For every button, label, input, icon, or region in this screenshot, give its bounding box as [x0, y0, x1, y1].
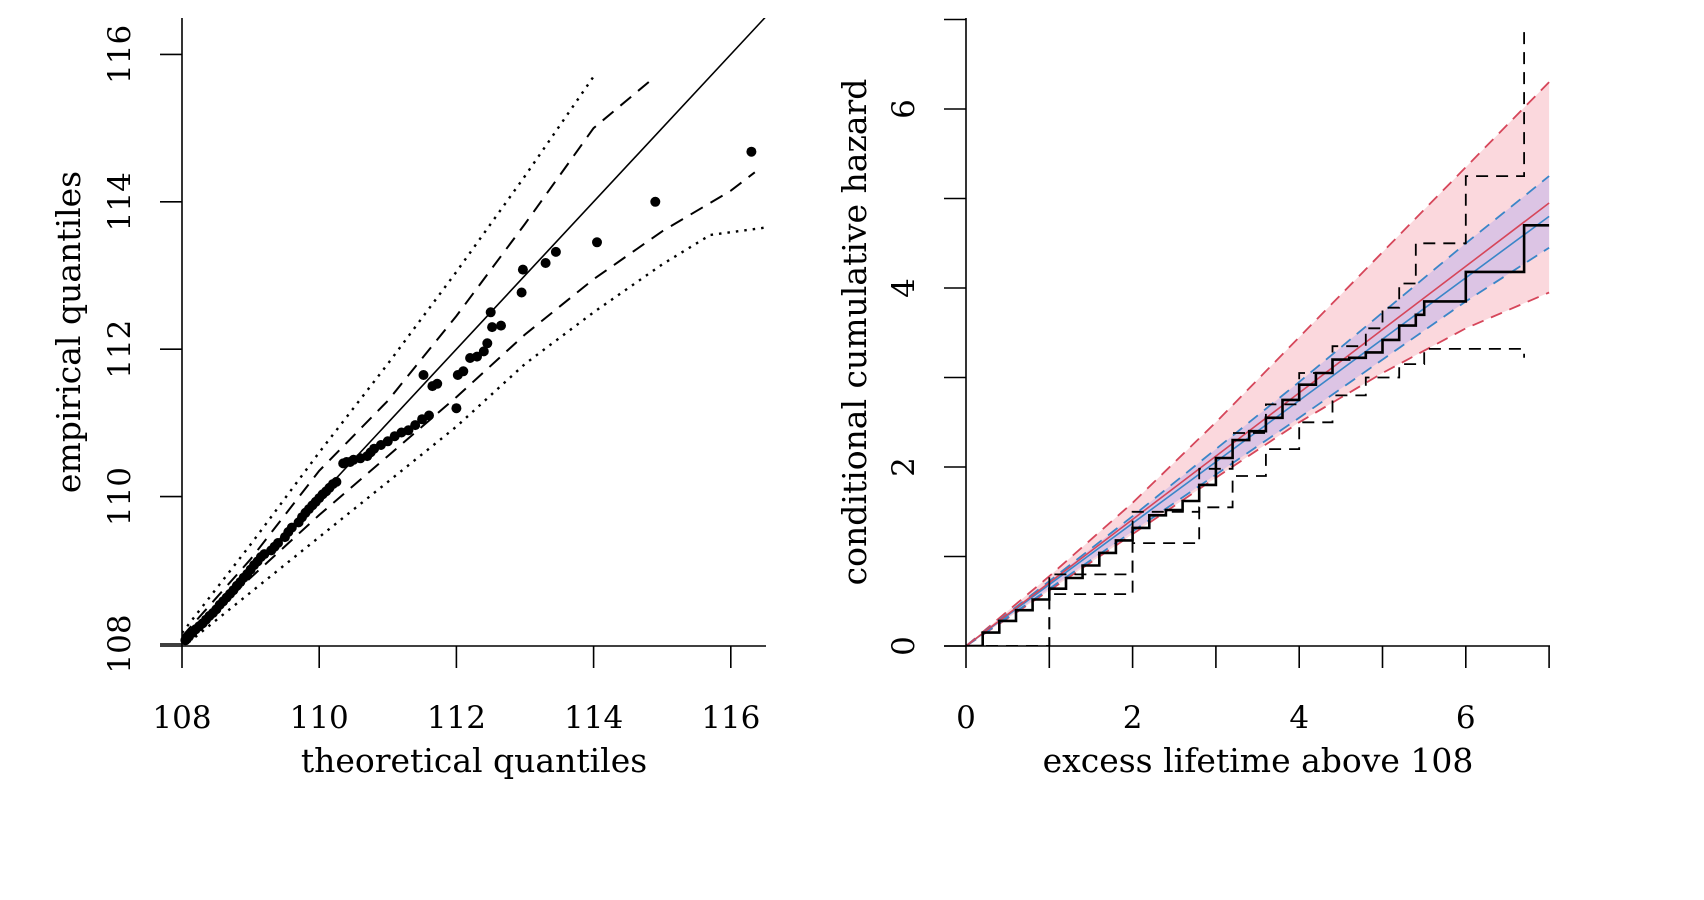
qq-dashed-upper-band: [182, 75, 656, 638]
qq-point: [424, 410, 434, 421]
qq-point: [540, 258, 551, 268]
hazard-y-ticks: 0 2 4 6: [886, 18, 966, 656]
hazard-bands: [966, 82, 1550, 646]
hazard-blue-lower: [966, 246, 1550, 646]
qq-y-axis-title: empirical quantiles: [49, 171, 88, 493]
hazard-red-lower: [966, 291, 1550, 646]
qq-point: [485, 307, 496, 318]
qq-dotted-upper-band: [182, 75, 595, 634]
qq-plot-panel: 108 110 112 114 116 108 110 112 114 116 theoreti…: [49, 18, 766, 780]
qq-point: [517, 264, 528, 275]
hazard-blue-upper: [966, 175, 1550, 646]
qq-point: [496, 320, 506, 331]
qq-point: [331, 476, 342, 487]
qq-x-tick-label: 110: [290, 700, 349, 736]
qq-points: [180, 146, 757, 646]
qq-y-tick-label: 110: [102, 467, 138, 526]
qq-x-tick-label: 108: [152, 700, 211, 736]
hazard-x-tick-label: 0: [956, 700, 976, 736]
hazard-x-tick-label: 4: [1289, 700, 1309, 736]
qq-point: [592, 237, 602, 248]
hazard-y-tick-label: 6: [886, 99, 922, 119]
qq-y-tick-label: 112: [102, 320, 138, 379]
qq-point: [472, 351, 482, 362]
qq-point: [482, 338, 493, 349]
qq-y-tick-label: 114: [102, 172, 138, 231]
hazard-y-tick-label: 4: [886, 278, 922, 298]
qq-x-tick-label: 114: [564, 700, 623, 736]
qq-point: [746, 146, 757, 157]
hazard-red-band: [966, 82, 1550, 646]
qq-confidence-bands: [182, 75, 766, 646]
qq-point: [550, 246, 561, 257]
qq-point: [403, 425, 414, 436]
qq-point: [478, 346, 489, 357]
hazard-y-tick-label: 0: [886, 636, 922, 656]
hazard-red-upper: [966, 81, 1550, 646]
qq-x-ticks: 108 110 112 114 116: [152, 646, 760, 736]
hazard-step-estimate: [966, 224, 1550, 646]
qq-dotted-lower-band: [182, 226, 766, 646]
qq-y-tick-label: 116: [102, 25, 138, 84]
qq-point: [286, 522, 297, 533]
hazard-x-tick-label: 2: [1123, 700, 1143, 736]
qq-point: [418, 370, 429, 380]
hazard-x-tick-label: 6: [1456, 700, 1476, 736]
qq-point: [382, 436, 393, 447]
hazard-lines: [966, 28, 1550, 646]
hazard-x-ticks: 0 2 4 6: [956, 646, 1550, 736]
qq-y-tick-label: 108: [102, 614, 138, 673]
qq-point: [458, 366, 469, 377]
qq-x-tick-label: 116: [701, 700, 760, 736]
hazard-plot-panel: 0 2 4 6 0 2 4 6 excess lifetime above 108 cond…: [835, 18, 1550, 780]
qq-point: [273, 538, 283, 548]
qq-point: [410, 420, 421, 431]
hazard-y-axis-title: conditional cumulative hazard: [835, 79, 874, 586]
qq-point: [650, 196, 661, 207]
hazard-step-upper: [966, 28, 1525, 646]
qq-point: [516, 287, 527, 298]
hazard-step-lower: [966, 348, 1525, 646]
hazard-red-line: [966, 202, 1550, 646]
qq-y-ticks: 108 110 112 114 116: [102, 25, 182, 674]
qq-dashed-lower-band: [182, 171, 756, 645]
hazard-y-tick-label: 2: [886, 457, 922, 477]
qq-x-tick-label: 112: [427, 700, 486, 736]
qq-point: [432, 378, 443, 389]
qq-point: [487, 322, 498, 333]
qq-point: [451, 403, 462, 414]
qq-x-axis-title: theoretical quantiles: [301, 741, 647, 780]
hazard-x-axis-title: excess lifetime above 108: [1043, 741, 1474, 780]
